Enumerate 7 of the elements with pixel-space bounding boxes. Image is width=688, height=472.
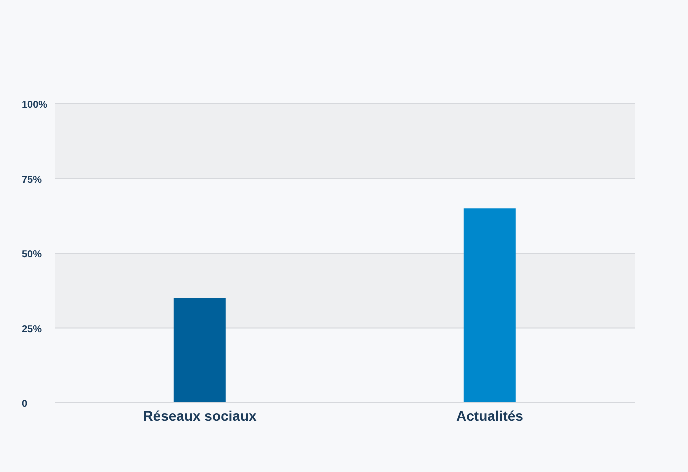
x-tick-label: Réseaux sociaux [143,408,258,424]
y-tick-label: 50% [22,250,42,260]
x-tick-label: Actualités [456,408,524,424]
y-tick-label: 25% [22,324,42,336]
y-tick-label: 100% [22,100,48,111]
y-tick-label: 0 [22,399,28,410]
y-tick-label: 75% [22,174,42,186]
